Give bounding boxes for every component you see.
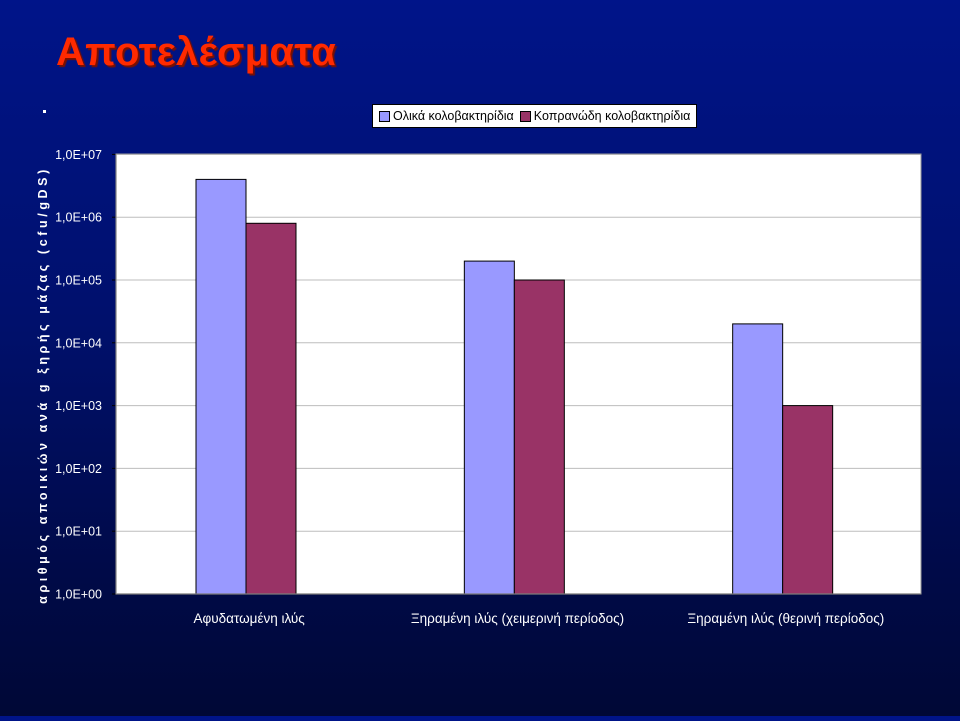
bar-series1-cat3: [732, 323, 784, 595]
x-tick-label-1: Αφυδατωμένη ιλύς: [194, 611, 306, 626]
y-tick-label-5: 1,0E+05: [55, 274, 102, 288]
y-tick-label-0: 1,0E+00: [55, 588, 102, 602]
legend-swatch-total-coliforms: [379, 110, 390, 122]
y-tick-label-7: 1,0E+07: [55, 148, 102, 162]
legend-label-fecal-coliforms: Κοπρανώδη κολοβακτηρίδια: [533, 109, 691, 123]
y-axis-label: αριθμός αποικιών ανά g ξηρής μάζας (cfu/…: [36, 166, 50, 604]
legend-swatch-fecal-coliforms: [519, 110, 531, 122]
y-tick-label-6: 1,0E+06: [55, 211, 102, 225]
x-tick-label-2: Ξηραμένη ιλύς (χειμερινή περίοδος): [411, 611, 624, 626]
bar-series2-cat2: [513, 279, 565, 595]
bar-series1-cat2: [463, 260, 515, 595]
chart-legend: Ολικά κολοβακτηρίδια Κοπρανώδη κολοβακτη…: [372, 104, 698, 128]
slide-title: Αποτελέσματα: [56, 30, 337, 74]
legend-entry-total-coliforms: Ολικά κολοβακτηρίδια: [379, 109, 514, 123]
y-tick-label-1: 1,0E+01: [55, 525, 102, 539]
bar-series2-cat1: [245, 222, 297, 595]
bar-series1-cat1: [195, 178, 247, 595]
legend-label-total-coliforms: Ολικά κολοβακτηρίδια: [393, 109, 514, 123]
plot-border: [115, 153, 922, 595]
y-tick-label-2: 1,0E+02: [55, 462, 102, 476]
bar-series2-cat3: [782, 405, 834, 595]
y-tick-label-3: 1,0E+03: [55, 399, 102, 413]
decorative-dot: [43, 110, 46, 113]
x-tick-label-3: Ξηραμένη ιλύς (θερινή περίοδος): [687, 611, 884, 626]
y-tick-label-4: 1,0E+04: [55, 336, 102, 350]
legend-entry-fecal-coliforms: Κοπρανώδη κολοβακτηρίδια: [519, 109, 691, 123]
